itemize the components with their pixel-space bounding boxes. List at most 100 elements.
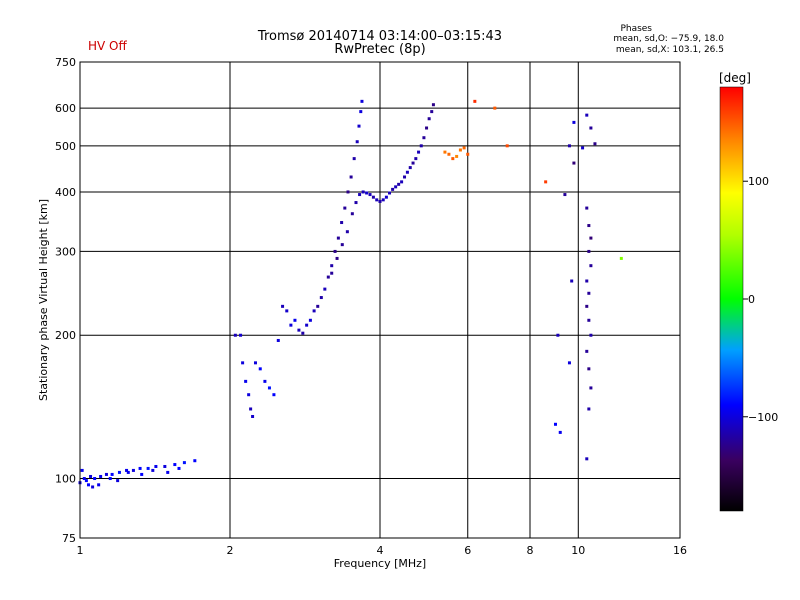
y-tick-label: 300 (55, 245, 76, 258)
data-point (82, 477, 86, 481)
data-point (587, 249, 591, 253)
data-point (419, 144, 423, 148)
data-point (587, 367, 591, 371)
data-point (381, 198, 385, 202)
data-point (163, 464, 167, 468)
data-point (378, 199, 382, 203)
data-point (360, 99, 364, 103)
data-point (154, 464, 158, 468)
data-point (544, 180, 548, 184)
y-axis-label: Stationary phase Virtual Height [km] (37, 199, 50, 401)
data-point (585, 113, 589, 117)
data-point (505, 144, 509, 148)
data-point (375, 198, 379, 202)
data-point (173, 463, 177, 467)
data-point (297, 328, 301, 332)
data-point (110, 472, 114, 476)
data-point (91, 485, 95, 489)
data-point (316, 304, 320, 308)
x-axis-label: Frequency [MHz] (334, 557, 426, 570)
data-point (473, 99, 477, 103)
data-point (146, 466, 150, 470)
y-tick-label: 500 (55, 140, 76, 153)
data-point (427, 117, 431, 121)
data-points (78, 99, 623, 489)
data-point (241, 361, 245, 365)
data-point (425, 126, 429, 130)
data-point (394, 185, 398, 189)
data-point (585, 349, 589, 353)
x-tick-label: 8 (527, 544, 534, 557)
data-point (253, 361, 257, 365)
data-point (346, 190, 350, 194)
x-tick-label: 1 (77, 544, 84, 557)
data-point (408, 166, 412, 170)
data-point (333, 249, 337, 253)
data-point (391, 187, 395, 191)
data-point (414, 157, 418, 161)
data-point (368, 193, 372, 197)
data-point (589, 236, 593, 240)
data-point (272, 393, 276, 397)
data-point (86, 483, 90, 487)
data-point (131, 468, 135, 472)
data-point (458, 148, 462, 152)
data-point (358, 193, 362, 197)
x-axis-ticks: 1 2 4 6 8 10 16 (77, 544, 688, 557)
data-point (345, 230, 349, 234)
data-point (589, 333, 593, 337)
data-point (553, 422, 557, 426)
data-point (455, 154, 459, 158)
data-point (126, 470, 130, 474)
data-point (249, 407, 253, 411)
colorbar-tick-label: 100 (748, 175, 769, 188)
data-point (80, 468, 84, 472)
data-point (289, 323, 293, 327)
data-point (593, 142, 597, 146)
data-point (330, 271, 334, 275)
data-point (589, 386, 593, 390)
data-point (93, 477, 97, 481)
data-point (570, 279, 574, 283)
data-point (116, 479, 120, 483)
colorbar-tick-label: −100 (748, 411, 778, 424)
data-point (365, 191, 369, 195)
data-point (330, 264, 334, 268)
data-point (585, 279, 589, 283)
phases-stats-title: Phases (620, 24, 652, 34)
data-point (104, 472, 108, 476)
data-point (340, 221, 344, 225)
data-point (140, 472, 144, 476)
y-tick-label: 600 (55, 102, 76, 115)
data-point (323, 287, 327, 291)
data-point (355, 140, 359, 144)
colorbar-label: [deg] (719, 71, 751, 85)
data-point (281, 304, 285, 308)
plot-frame (79, 61, 681, 539)
chart-subtitle: RwPretec (8p) (334, 42, 425, 57)
data-point (166, 470, 170, 474)
data-point (263, 379, 267, 383)
x-tick-label: 2 (227, 544, 234, 557)
data-point (89, 474, 93, 478)
y-tick-label: 100 (55, 473, 76, 486)
data-point (267, 386, 271, 390)
data-point (585, 206, 589, 210)
data-point (558, 430, 562, 434)
y-axis-ticks: 75 100 200 300 400 500 600 750 (55, 56, 76, 545)
data-point (403, 175, 407, 179)
data-point (285, 309, 289, 313)
data-point (319, 296, 323, 300)
data-point (308, 318, 312, 322)
data-point (417, 150, 421, 154)
data-point (244, 379, 248, 383)
y-tick-label: 750 (55, 56, 76, 69)
data-point (371, 195, 375, 199)
data-point (125, 468, 129, 472)
data-point (276, 338, 280, 342)
data-point (563, 193, 567, 197)
data-point (466, 152, 470, 156)
colorbar (719, 86, 744, 512)
data-point (108, 477, 112, 481)
